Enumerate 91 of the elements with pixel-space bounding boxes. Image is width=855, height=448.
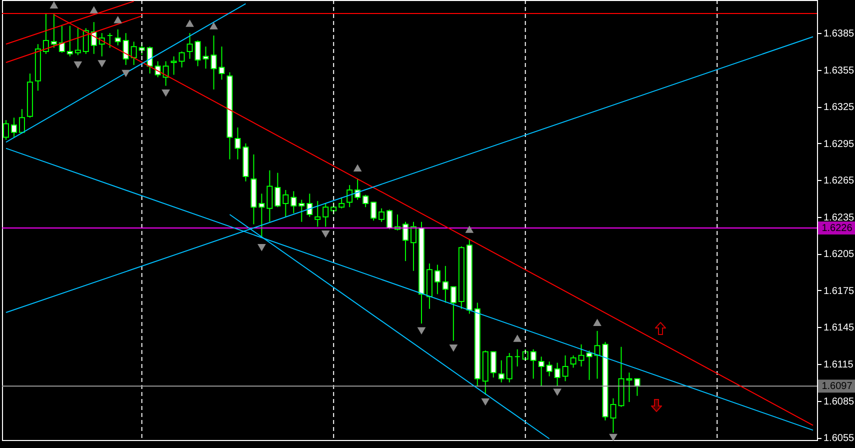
ref-line-label: 1.6097 <box>822 381 853 392</box>
candlestick <box>114 28 121 46</box>
candlestick <box>506 352 512 383</box>
candlestick <box>578 344 584 367</box>
candlestick <box>298 199 305 222</box>
ref-line-label: 1.6226 <box>822 222 853 234</box>
candlestick <box>306 193 313 218</box>
candlestick <box>234 126 241 160</box>
candlestick <box>10 117 17 138</box>
candlestick <box>570 354 576 368</box>
y-tick-label: 1.6145 <box>824 322 855 334</box>
point <box>321 230 330 238</box>
candlestick <box>410 221 416 272</box>
candlestick <box>122 32 129 66</box>
point <box>186 20 194 27</box>
candlestick <box>178 50 185 68</box>
y-tick-label: 1.6325 <box>824 102 855 114</box>
point <box>258 244 266 252</box>
candlestick <box>274 172 281 208</box>
point <box>353 164 362 172</box>
y-tick-label: 1.6115 <box>824 360 854 371</box>
candlestick <box>42 12 49 54</box>
y-tick-label: 1.6235 <box>824 212 855 224</box>
candlestick <box>402 221 409 262</box>
candlestick <box>50 12 57 48</box>
candlestick <box>2 120 9 140</box>
point <box>122 70 130 78</box>
y-tick-label: 1.6295 <box>824 138 855 150</box>
candlestick <box>290 190 297 214</box>
candlestick <box>266 170 273 222</box>
point <box>162 90 170 97</box>
candlestick <box>322 202 329 228</box>
candlestick <box>530 348 536 380</box>
point <box>449 344 458 352</box>
candlestick <box>338 196 345 209</box>
candlestick <box>370 202 377 222</box>
candlestick <box>58 25 65 54</box>
point <box>98 60 106 68</box>
point <box>210 22 218 30</box>
y-tick-label: 1.6175 <box>824 286 855 297</box>
candlestick <box>514 348 520 367</box>
point <box>90 6 98 14</box>
candlestick <box>442 265 448 304</box>
candlestick <box>354 178 361 200</box>
candlestick <box>346 184 353 208</box>
candlestick <box>130 41 137 66</box>
candlestick <box>546 361 552 377</box>
candlestick <box>490 351 496 378</box>
candlestick <box>258 193 265 238</box>
point <box>513 334 522 342</box>
point <box>114 16 122 24</box>
point <box>465 226 474 233</box>
y-tick-label: 1.6265 <box>824 176 855 187</box>
y-tick-label: 1.6055 <box>824 433 855 444</box>
point <box>417 327 426 335</box>
candlestick <box>18 108 25 134</box>
candlestick <box>562 354 568 382</box>
candlestick <box>162 60 169 86</box>
candlestick <box>434 264 440 295</box>
candlestick <box>626 372 632 403</box>
candlestick <box>554 362 560 387</box>
point <box>609 434 618 442</box>
y-tick-label: 1.6355 <box>824 65 855 76</box>
candlestick <box>634 378 640 396</box>
y-tick-label: 1.6385 <box>824 28 855 40</box>
candlestick <box>314 200 321 228</box>
candlestick <box>282 189 289 218</box>
candlestick <box>66 25 73 57</box>
candlestick <box>218 46 225 80</box>
candlestick <box>450 286 456 342</box>
candlestick <box>170 56 177 76</box>
y-tick-label: 1.6085 <box>824 396 855 408</box>
candlestick <box>362 194 369 208</box>
candlestick <box>154 60 161 78</box>
candlestick <box>186 32 193 60</box>
candlestick <box>538 356 544 387</box>
candlestick <box>106 32 113 48</box>
candlestick <box>378 208 385 222</box>
point <box>50 1 58 9</box>
candlestick <box>386 209 393 230</box>
candlestick <box>146 46 153 74</box>
point <box>553 388 562 396</box>
y-tick-label: 1.6205 <box>824 249 855 260</box>
candlestick <box>498 360 504 383</box>
candlestick <box>74 28 81 56</box>
point <box>481 398 490 406</box>
point <box>593 318 602 326</box>
candlestick <box>594 330 600 380</box>
candlestick <box>586 350 592 380</box>
point <box>74 61 82 69</box>
candlestick <box>194 40 201 67</box>
